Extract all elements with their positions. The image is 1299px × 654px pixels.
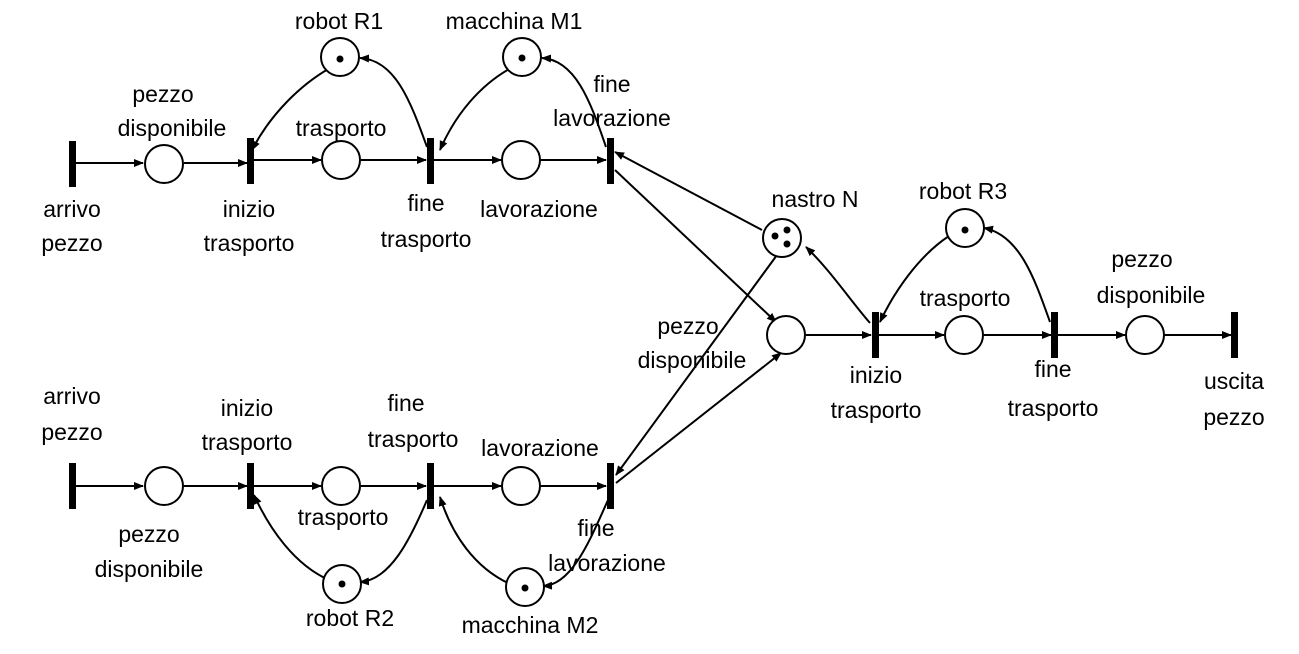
place-pezzo-disponibile-2 [145,467,183,505]
label-trasporto-2: trasporto [298,504,389,530]
transition-inizio-trasporto-2 [247,463,254,509]
label-robot-r3: robot R3 [919,178,1007,204]
label-trasporto-fine-3: trasporto [1008,395,1099,421]
place-pezzo-disponibile-3 [1126,316,1164,354]
label-lavorazione-bot: lavorazione [548,550,666,576]
place-pezzo-disponibile-merge [767,316,805,354]
label-inizio-2: inizio [221,395,273,421]
label-macchina-m2: macchina M2 [462,612,599,638]
transition-uscita-pezzo [1231,312,1238,358]
label-disponibile-3: disponibile [1097,282,1206,308]
label-macchina-m1: macchina M1 [446,8,583,34]
place-lavorazione-2 [502,467,540,505]
transition-inizio-trasporto-1 [247,138,254,184]
arc-p-macchinam1-to-t-fine1 [440,68,511,150]
label-trasporto-3: trasporto [920,285,1011,311]
label-fine-3: fine [1034,356,1071,382]
place-trasporto-3 [945,316,983,354]
label-inizio-1: inizio [223,196,275,222]
token-macchina-m1 [519,55,526,62]
transition-fine-lavorazione-2 [607,463,614,509]
token-nastro-3 [784,241,791,248]
arc-t-finelav1-to-p-merge [615,170,776,322]
token-robot-r3 [962,227,969,234]
token-nastro-1 [772,233,779,240]
transition-fine-trasporto-1 [427,138,434,184]
label-disponibile-mid: disponibile [638,347,747,373]
labels: robot R1 macchina M1 pezzo disponibile t… [41,8,1264,638]
token-robot-r2 [339,581,346,588]
label-robot-r2: robot R2 [306,605,394,631]
place-lavorazione-1 [502,141,540,179]
transition-arrivo-pezzo-2 [69,463,76,509]
label-lavorazione-2: lavorazione [481,435,599,461]
label-arrivo-1: arrivo [43,196,101,222]
label-uscita: uscita [1204,368,1264,394]
arc-t-inizio3-to-p-nastro [806,247,870,323]
label-fine-tr-1: fine [407,190,444,216]
label-fine-tr-2: fine [387,390,424,416]
label-robot-r1: robot R1 [295,8,383,34]
label-pezzo-uscita: pezzo [1203,404,1264,430]
label-pezzo-arrivo-1: pezzo [41,230,102,256]
label-lavorazione-top: lavorazione [553,105,671,131]
label-pezzo-2: pezzo [118,521,179,547]
label-disponibile-2: disponibile [95,556,204,582]
label-pezzo-arrivo-2: pezzo [41,419,102,445]
label-nastro-n: nastro N [772,186,859,212]
place-trasporto-2 [322,467,360,505]
label-pezzo-mid: pezzo [657,313,718,339]
place-pezzo-disponibile-1 [145,145,183,183]
transition-fine-lavorazione-1 [607,138,614,184]
arc-p-macchinam2-to-t-fine2 [440,497,510,584]
token-macchina-m2 [522,585,529,592]
label-trasporto-1: trasporto [296,115,387,141]
label-disponibile-1: disponibile [118,115,227,141]
label-fine-top: fine [593,71,630,97]
label-arrivo-2: arrivo [43,383,101,409]
transition-arrivo-pezzo-1 [69,141,76,187]
label-trasporto-fine-1: trasporto [381,226,472,252]
label-trasporto-fine-2: trasporto [368,426,459,452]
transition-inizio-trasporto-3 [872,312,879,358]
transition-fine-trasporto-2 [427,463,434,509]
place-nastro-n [763,219,801,257]
label-lavorazione-1: lavorazione [480,196,598,222]
label-trasporto-inizio-2: trasporto [202,429,293,455]
transition-fine-trasporto-3 [1051,312,1058,358]
label-fine-bot: fine [577,515,614,541]
label-pezzo-3: pezzo [1111,246,1172,272]
label-inizio-3: inizio [850,362,902,388]
token-nastro-2 [784,227,791,234]
label-trasporto-inizio-1: trasporto [204,230,295,256]
place-trasporto-1 [322,141,360,179]
label-pezzo-1: pezzo [132,81,193,107]
label-trasporto-inizio-3: trasporto [831,397,922,423]
token-robot-r1 [337,56,344,63]
